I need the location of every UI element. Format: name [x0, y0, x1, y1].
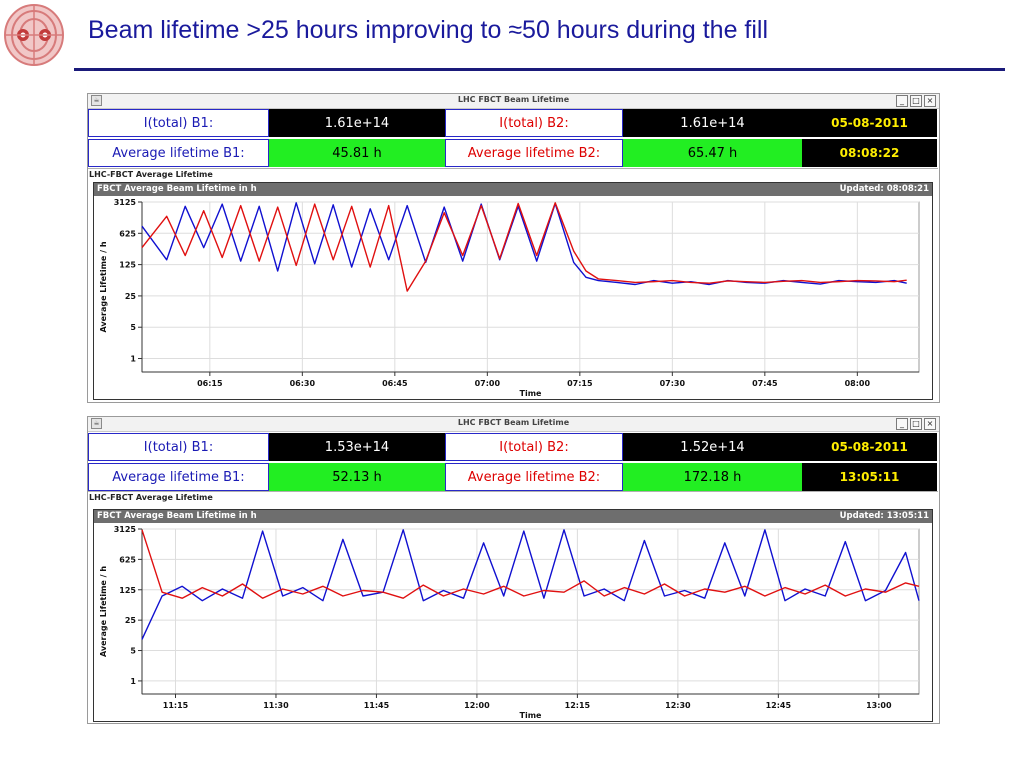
plot-area: 1 5 25 125 625 3125 06:15 06:30 06:45 07:00 07:15 0…: [99, 198, 920, 398]
y-tick-label: 125: [119, 261, 136, 270]
plot-frame: [141, 528, 920, 695]
i-total-b2-value: 1.52e+14: [623, 433, 802, 461]
x-tick-label: 07:30: [660, 379, 686, 388]
x-tick-label: 06:30: [290, 379, 316, 388]
i-total-b2-label: I(total) B2:: [445, 109, 623, 137]
x-tick-label: 12:45: [766, 701, 792, 710]
title-divider: [74, 68, 1005, 71]
date-display: 05-08-2011: [802, 433, 937, 461]
lifetime-chart: 1 5 25 125 625 3125 11:15 11:30 11:45 12:00 12:15 1…: [99, 525, 920, 720]
x-tick-label: 07:00: [475, 379, 501, 388]
minimize-button[interactable]: _: [896, 418, 908, 430]
java-app-icon: ☕: [91, 418, 102, 429]
avg-lifetime-b2-value: 172.18 h: [623, 463, 802, 491]
time-display: 08:08:22: [802, 139, 937, 167]
y-tick-label: 5: [130, 323, 136, 332]
lhc-logo: [4, 4, 64, 66]
i-total-b1-label: I(total) B1:: [88, 109, 269, 137]
x-tick-label: 12:15: [565, 701, 591, 710]
separator: [88, 168, 938, 169]
beam-info-panel: I(total) B1: 1.53e+14 I(total) B2: 1.52e…: [88, 432, 938, 491]
x-tick-label: 12:30: [665, 701, 691, 710]
window-title: LHC FBCT Beam Lifetime: [457, 95, 570, 104]
avg-lifetime-b2-label: Average lifetime B2:: [445, 463, 623, 491]
java-app-icon: ☕: [91, 95, 102, 106]
panel-label: LHC-FBCT Average Lifetime: [89, 493, 213, 502]
slide-title: Beam lifetime >25 hours improving to ≈50…: [88, 16, 769, 44]
x-tick-label: 06:45: [382, 379, 408, 388]
beam2-series-line: [141, 202, 907, 292]
y-tick-label: 25: [125, 292, 137, 301]
avg-lifetime-b1-value: 45.81 h: [269, 139, 445, 167]
plot-frame: [141, 201, 920, 373]
x-axis-label: Time: [520, 389, 543, 398]
beam1-series-line: [141, 529, 920, 640]
y-tick-label: 1: [130, 677, 136, 686]
updated-timestamp: Updated: 08:08:21: [839, 184, 929, 194]
y-tick-label: 1: [130, 355, 136, 364]
y-tick-label: 25: [125, 616, 137, 625]
lifetime-chart: 1 5 25 125 625 3125 06:15 06:30 06:45 07:00 07:15 0…: [99, 198, 920, 398]
y-axis-label: Average Lifetime / h: [99, 241, 108, 332]
y-tick-label: 625: [119, 229, 136, 238]
date-display: 05-08-2011: [802, 109, 937, 137]
y-tick-label: 3125: [114, 198, 137, 207]
window-titlebar[interactable]: ☕ LHC FBCT Beam Lifetime _ □ ×: [88, 94, 939, 109]
avg-lifetime-b2-value: 65.47 h: [623, 139, 802, 167]
i-total-b1-value: 1.53e+14: [269, 433, 445, 461]
avg-lifetime-b1-label: Average lifetime B1:: [88, 463, 269, 491]
plot-area: 1 5 25 125 625 3125 11:15 11:30 11:45 12:00 12:15 1…: [99, 525, 920, 720]
beam2-series-line: [141, 529, 920, 599]
y-tick-label: 125: [119, 586, 136, 595]
panel-label: LHC-FBCT Average Lifetime: [89, 170, 213, 179]
i-total-b1-value: 1.61e+14: [269, 109, 445, 137]
x-tick-label: 07:45: [752, 379, 778, 388]
close-button[interactable]: ×: [924, 95, 936, 107]
maximize-button[interactable]: □: [910, 418, 922, 430]
y-tick-label: 3125: [114, 525, 137, 534]
updated-timestamp: Updated: 13:05:11: [839, 511, 929, 521]
x-tick-label: 13:00: [866, 701, 892, 710]
i-total-b2-label: I(total) B2:: [445, 433, 623, 461]
x-tick-label: 07:15: [567, 379, 593, 388]
x-tick-label: 11:45: [364, 701, 390, 710]
avg-lifetime-b2-label: Average lifetime B2:: [445, 139, 623, 167]
separator: [88, 491, 938, 492]
close-button[interactable]: ×: [924, 418, 936, 430]
time-display: 13:05:11: [802, 463, 937, 491]
x-tick-label: 08:00: [845, 379, 871, 388]
i-total-b1-label: I(total) B1:: [88, 433, 269, 461]
x-tick-label: 11:15: [163, 701, 189, 710]
x-tick-label: 11:30: [263, 701, 289, 710]
y-tick-label: 625: [119, 555, 136, 564]
x-axis-label: Time: [520, 711, 543, 720]
lifetime-window-1: ☕ LHC FBCT Beam Lifetime _ □ × I(total) …: [87, 93, 940, 403]
lifetime-chart-panel: FBCT Average Beam Lifetime in h Updated:…: [93, 509, 933, 722]
minimize-button[interactable]: _: [896, 95, 908, 107]
window-title: LHC FBCT Beam Lifetime: [457, 418, 570, 427]
y-tick-label: 5: [130, 647, 136, 656]
maximize-button[interactable]: □: [910, 95, 922, 107]
avg-lifetime-b1-label: Average lifetime B1:: [88, 139, 269, 167]
x-tick-label: 06:15: [197, 379, 223, 388]
chart-header: FBCT Average Beam Lifetime in h Updated:…: [94, 510, 932, 523]
lifetime-window-2: ☕ LHC FBCT Beam Lifetime _ □ × I(total) …: [87, 416, 940, 724]
i-total-b2-value: 1.61e+14: [623, 109, 802, 137]
lifetime-chart-panel: FBCT Average Beam Lifetime in h Updated:…: [93, 182, 933, 400]
avg-lifetime-b1-value: 52.13 h: [269, 463, 445, 491]
beam-info-panel: I(total) B1: 1.61e+14 I(total) B2: 1.61e…: [88, 109, 938, 168]
x-tick-label: 12:00: [464, 701, 490, 710]
window-titlebar[interactable]: ☕ LHC FBCT Beam Lifetime _ □ ×: [88, 417, 939, 432]
chart-title: FBCT Average Beam Lifetime in h: [97, 184, 257, 194]
chart-header: FBCT Average Beam Lifetime in h Updated:…: [94, 183, 932, 196]
chart-title: FBCT Average Beam Lifetime in h: [97, 511, 257, 521]
y-axis-label: Average Lifetime / h: [99, 566, 108, 657]
